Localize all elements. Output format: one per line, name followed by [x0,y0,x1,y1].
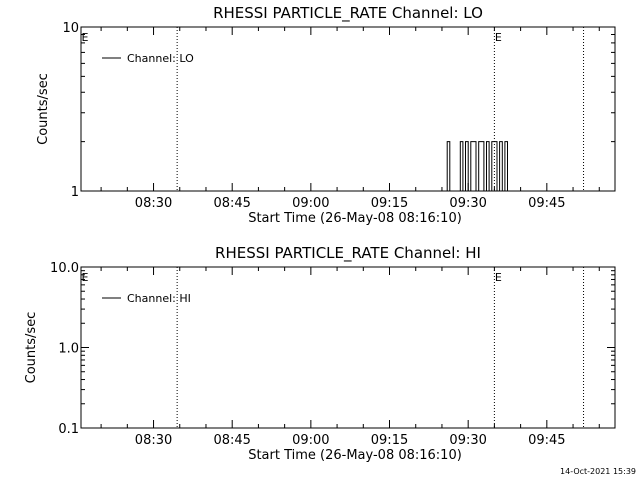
x-axis-label: Start Time (26-May-08 08:16:10) [248,448,462,463]
x-tick-label: 08:30 [135,196,172,211]
y-tick-label: 1 [71,185,79,200]
x-tick-label: 08:30 [135,433,172,448]
x-tick-label: 09:15 [371,196,408,211]
chart-hi: RHESSI PARTICLE_RATE Channel: HI Counts/s… [24,244,616,463]
event-marker-label: E [82,31,89,44]
x-tick-label: 09:00 [292,433,329,448]
chart-title: RHESSI PARTICLE_RATE Channel: LO [213,4,483,23]
x-tick-label: 09:45 [528,433,565,448]
x-tick-label: 09:45 [528,196,565,211]
x-tick-label: 08:45 [213,196,250,211]
x-tick-label: 09:00 [292,196,329,211]
legend-entry: Channel: HI [127,292,191,305]
y-tick-label: 10 [62,21,79,36]
legend-entry: Channel: LO [127,52,194,65]
plot-frame [80,26,616,192]
y-tick-label: 0.1 [58,422,79,437]
event-marker-label: E [82,271,89,284]
event-marker-label: E [495,31,502,44]
series-line [444,141,511,192]
chart-title: RHESSI PARTICLE_RATE Channel: HI [215,244,481,263]
y-axis-label: Counts/sec [24,312,39,384]
y-tick-label: 1.0 [58,342,79,357]
event-marker-label: E [495,271,502,284]
x-tick-label: 09:15 [371,433,408,448]
footer-timestamp: 14-Oct-2021 15:39 [560,467,636,476]
y-axis-label: Counts/sec [36,73,51,145]
y-tick-label: 10.0 [50,261,79,276]
chart-lo: RHESSI PARTICLE_RATE Channel: LO Counts/s… [36,4,616,226]
x-axis-label: Start Time (26-May-08 08:16:10) [248,211,462,226]
x-tick-label: 09:30 [449,196,486,211]
x-tick-label: 09:30 [449,433,486,448]
x-tick-label: 08:45 [213,433,250,448]
